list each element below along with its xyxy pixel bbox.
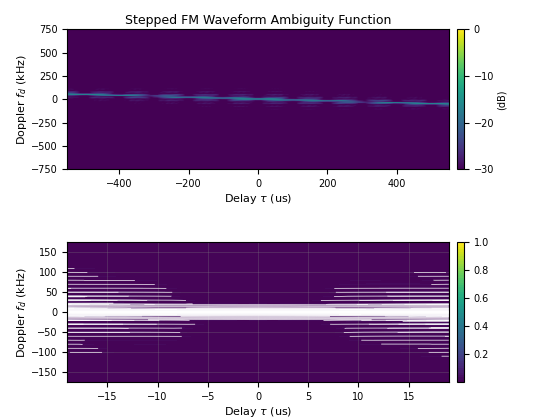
Title: Stepped FM Waveform Ambiguity Function: Stepped FM Waveform Ambiguity Function xyxy=(125,14,391,27)
X-axis label: Delay $\tau$ (us): Delay $\tau$ (us) xyxy=(224,192,292,206)
Y-axis label: Doppler $f_d$ (kHz): Doppler $f_d$ (kHz) xyxy=(16,267,30,357)
Y-axis label: Doppler $f_d$ (kHz): Doppler $f_d$ (kHz) xyxy=(15,54,29,145)
Y-axis label: (dB): (dB) xyxy=(497,89,507,110)
X-axis label: Delay $\tau$ (us): Delay $\tau$ (us) xyxy=(224,405,292,419)
